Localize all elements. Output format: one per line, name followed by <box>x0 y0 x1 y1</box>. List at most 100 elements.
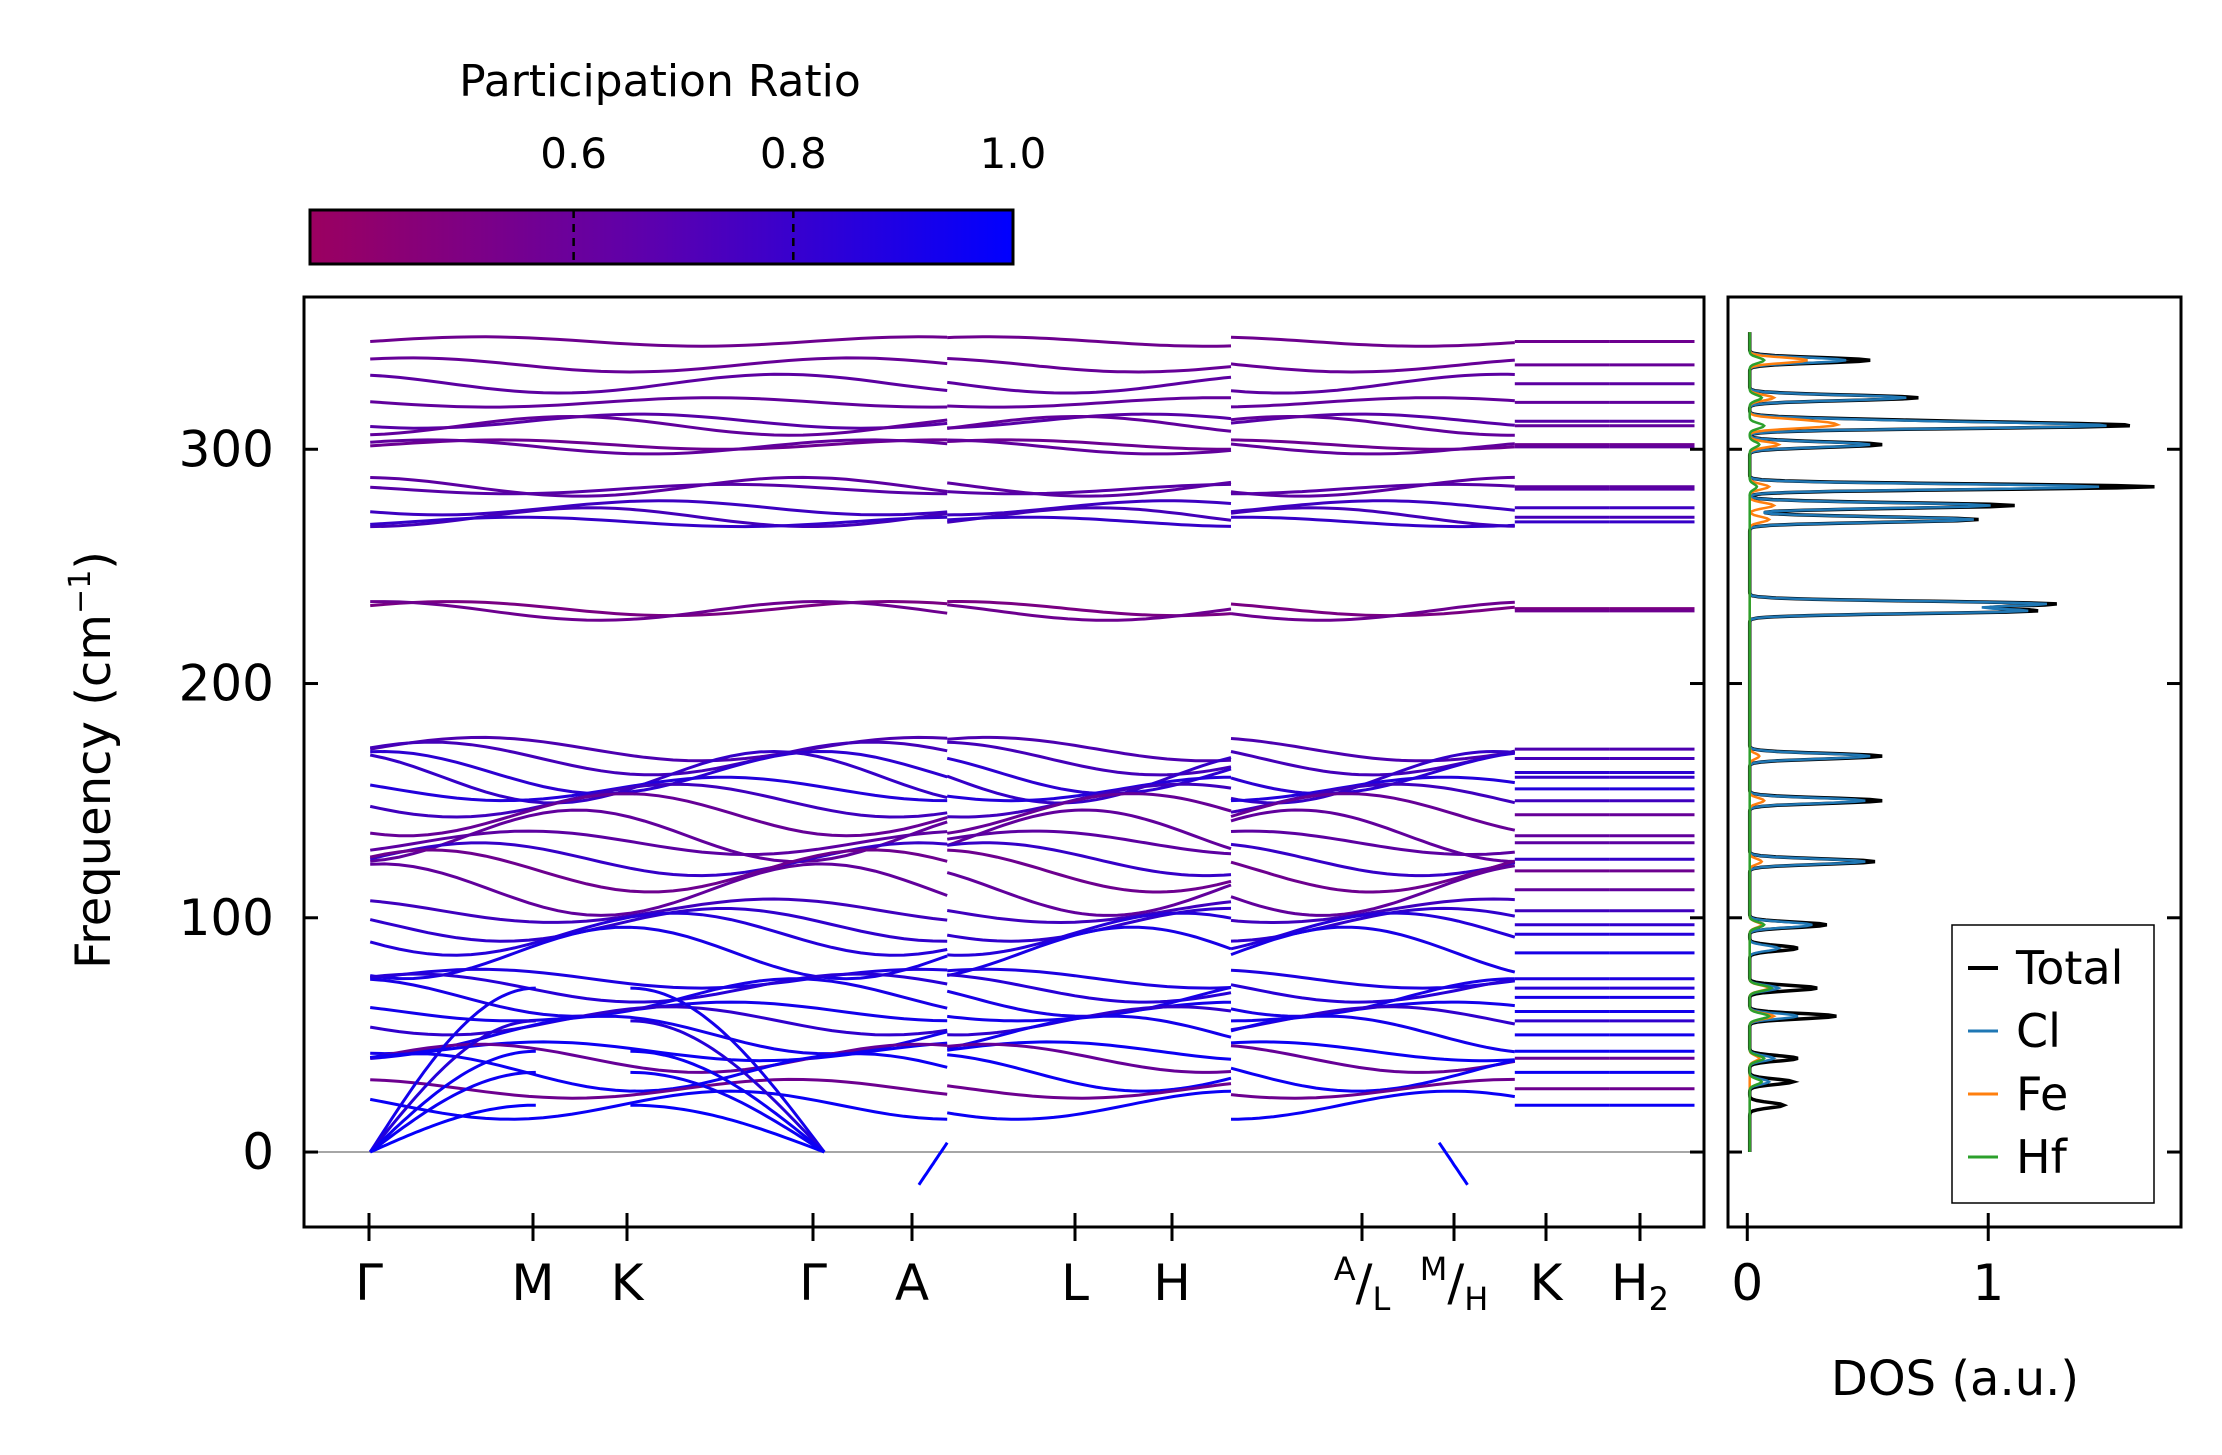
optical-branch <box>369 782 948 819</box>
high-freq-branch <box>947 375 1232 395</box>
high-freq-branch <box>1230 412 1515 427</box>
high-freq-branch <box>370 335 948 348</box>
acoustic-branch <box>630 1070 826 1154</box>
dos-curves <box>1747 332 2155 1152</box>
optical-branch <box>1230 911 1516 951</box>
low-branch <box>370 977 948 1018</box>
high-freq-branch <box>1230 396 1515 409</box>
optical-branch <box>947 775 1232 803</box>
q-label: K <box>611 1254 645 1312</box>
optical-branch <box>946 792 1232 835</box>
high-freq-branch <box>947 438 1231 451</box>
high-freq-branch <box>947 357 1232 374</box>
optical-branch <box>946 925 1232 977</box>
high-freq-branch <box>947 499 1232 517</box>
high-freq-branch <box>947 480 1232 498</box>
optical-branch <box>369 749 948 805</box>
optical-branch <box>946 900 1232 925</box>
dos-x-tick-label: 1 <box>1972 1254 2004 1312</box>
high-freq-branch <box>947 396 1231 409</box>
optical-branch <box>1230 829 1515 856</box>
acoustic-branch <box>369 1070 536 1154</box>
high-freq-branch <box>947 438 1232 456</box>
optical-branch <box>1230 864 1516 917</box>
legend-label: Hf <box>2016 1130 2069 1184</box>
imaginary-branch <box>1437 1141 1469 1186</box>
optical-branch <box>370 749 948 796</box>
optical-branch <box>1230 775 1516 803</box>
colorbar: Participation Ratio 0.6 0.8 1.0 <box>308 56 1046 266</box>
optical-branch <box>369 848 948 894</box>
low-branch <box>1230 977 1516 1004</box>
colorbar-gradient <box>308 208 1015 266</box>
low-branch <box>1230 1077 1515 1100</box>
high-freq-branch <box>370 499 948 517</box>
low-branch <box>947 1042 1232 1074</box>
low-branch <box>1230 1044 1516 1074</box>
y-tick-label: 100 <box>179 889 274 947</box>
optical-branch <box>946 756 1232 796</box>
optical-branch <box>369 829 948 857</box>
q-label: M/H <box>1420 1250 1489 1318</box>
low-branch <box>369 1089 948 1121</box>
optical-branch <box>1230 925 1516 974</box>
optical-branch <box>370 792 948 838</box>
phonon-branches <box>368 335 1695 1186</box>
q-label: Γ <box>799 1254 827 1312</box>
q-label: A <box>895 1254 929 1312</box>
q-label: H2 <box>1611 1254 1669 1318</box>
optical-branch <box>946 871 1232 917</box>
optical-branch <box>1230 859 1516 894</box>
dos-x-axis-label: DOS (a.u.) <box>1831 1351 2079 1407</box>
acoustic-branch <box>369 1019 536 1153</box>
dos-x-tick-label: 0 <box>1731 1254 1763 1312</box>
low-branch <box>947 1053 1232 1093</box>
high-freq-branch <box>1230 600 1515 622</box>
high-freq-branch <box>947 335 1232 348</box>
q-label: A/L <box>1334 1250 1391 1318</box>
low-branch <box>369 1042 948 1074</box>
dos-series-fe <box>1748 332 1842 1152</box>
low-branch <box>1231 1089 1516 1121</box>
imaginary-branch <box>917 1141 949 1186</box>
low-branch <box>370 972 948 1004</box>
high-freq-branch <box>370 599 948 622</box>
optical-branch <box>1230 842 1516 878</box>
high-freq-branch <box>370 438 948 456</box>
colorbar-tick-label: 0.6 <box>540 129 607 178</box>
low-branch <box>1230 968 1515 990</box>
low-branch <box>947 1082 1232 1100</box>
high-freq-branch <box>1230 372 1515 395</box>
high-freq-branch <box>1231 515 1515 529</box>
optical-branch <box>1230 897 1515 925</box>
optical-branch <box>370 897 948 924</box>
high-freq-branch <box>946 415 1232 433</box>
optical-branch <box>946 808 1232 851</box>
high-freq-branch <box>370 475 948 498</box>
acoustic-branch <box>369 1049 536 1154</box>
high-freq-branch <box>370 372 948 395</box>
high-freq-branch <box>1230 475 1515 498</box>
acoustic-branch <box>368 986 536 1153</box>
optical-branch <box>369 740 948 777</box>
low-branch <box>947 967 1232 990</box>
high-freq-branch <box>370 482 948 496</box>
legend-items: Total Cl Fe Hf <box>1968 941 2123 1184</box>
colorbar-tick-label: 0.8 <box>760 129 827 178</box>
optical-branch <box>946 756 1232 805</box>
legend: Total Cl Fe Hf <box>1951 924 2155 1204</box>
acoustic-branch <box>630 1103 825 1154</box>
low-branch <box>946 1014 1232 1050</box>
q-label: M <box>511 1254 554 1312</box>
y-tick-label: 300 <box>179 420 274 478</box>
q-label: Γ <box>355 1254 383 1312</box>
low-branch <box>1230 1040 1515 1063</box>
optical-branch <box>1230 737 1516 763</box>
optical-branch <box>369 911 948 957</box>
low-branch <box>946 1089 1232 1121</box>
